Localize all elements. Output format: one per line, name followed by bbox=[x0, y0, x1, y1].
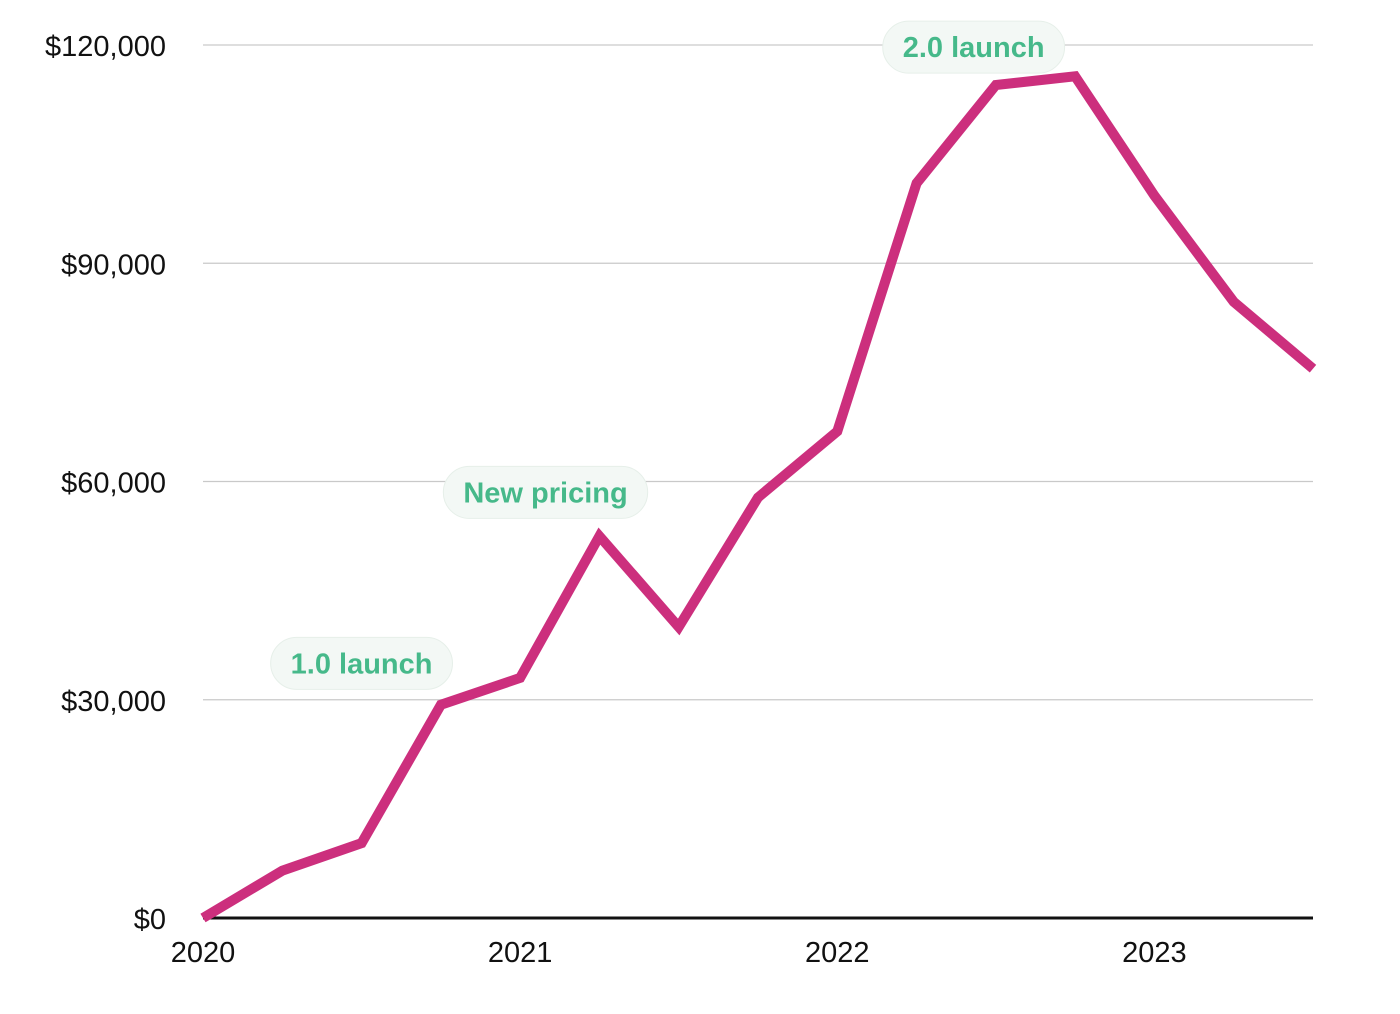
annotation-pill bbox=[882, 20, 1066, 74]
data-point bbox=[358, 839, 366, 847]
annotation-label: 1.0 launch bbox=[291, 648, 433, 680]
data-point bbox=[199, 914, 207, 922]
data-point bbox=[1150, 192, 1158, 200]
data-point bbox=[278, 867, 286, 875]
data-point bbox=[913, 179, 921, 187]
x-tick-label: 2023 bbox=[1122, 937, 1187, 969]
annotation-pill bbox=[270, 636, 453, 690]
y-tick-label: $30,000 bbox=[61, 686, 166, 718]
y-axis-tick-labels: $0 $30,000 $60,000 $90,000 $120,000 bbox=[45, 31, 166, 936]
data-point bbox=[1071, 72, 1079, 80]
y-tick-label: $90,000 bbox=[61, 249, 166, 281]
y-tick-label: $120,000 bbox=[45, 31, 166, 63]
data-point bbox=[1230, 298, 1238, 306]
x-tick-label: 2020 bbox=[171, 937, 236, 969]
data-point bbox=[595, 532, 603, 540]
x-tick-label: 2022 bbox=[805, 937, 870, 969]
annotations: 1.0 launch New pricing 2.0 launch bbox=[270, 20, 1066, 690]
series-layer bbox=[199, 70, 1317, 923]
data-point bbox=[675, 623, 683, 631]
x-tick-label: 2021 bbox=[488, 937, 553, 969]
data-point bbox=[1309, 365, 1317, 373]
grid bbox=[203, 44, 1313, 701]
data-point bbox=[437, 701, 445, 709]
annotation-label: 2.0 launch bbox=[903, 32, 1045, 64]
data-point bbox=[754, 494, 762, 502]
y-tick-label: $60,000 bbox=[61, 468, 166, 500]
annotation-label: New pricing bbox=[463, 477, 627, 509]
annotation-pill bbox=[442, 465, 649, 519]
annotation: New pricing bbox=[442, 465, 649, 519]
data-point bbox=[992, 81, 1000, 89]
annotation: 1.0 launch bbox=[270, 636, 453, 690]
y-tick-label: $0 bbox=[134, 904, 166, 936]
series-line bbox=[200, 70, 1317, 923]
annotation: 2.0 launch bbox=[882, 20, 1066, 74]
data-point bbox=[833, 427, 841, 435]
data-point bbox=[516, 674, 524, 682]
x-axis-tick-labels: 2020 2021 2022 2023 bbox=[171, 937, 1187, 969]
